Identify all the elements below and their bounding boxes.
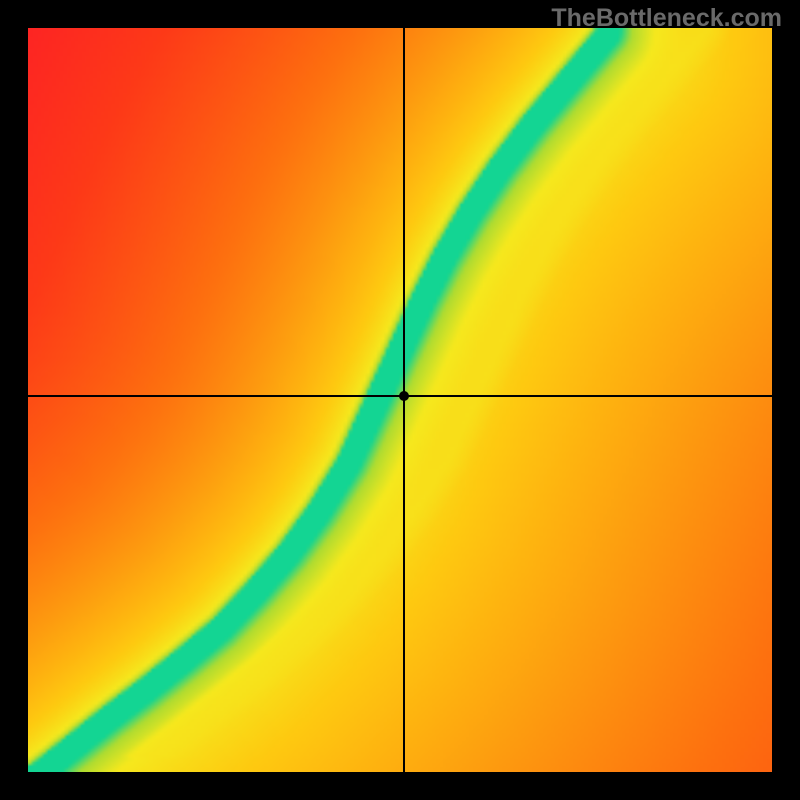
watermark-label: TheBottleneck.com	[551, 4, 782, 33]
crosshair-center-dot	[399, 391, 409, 401]
